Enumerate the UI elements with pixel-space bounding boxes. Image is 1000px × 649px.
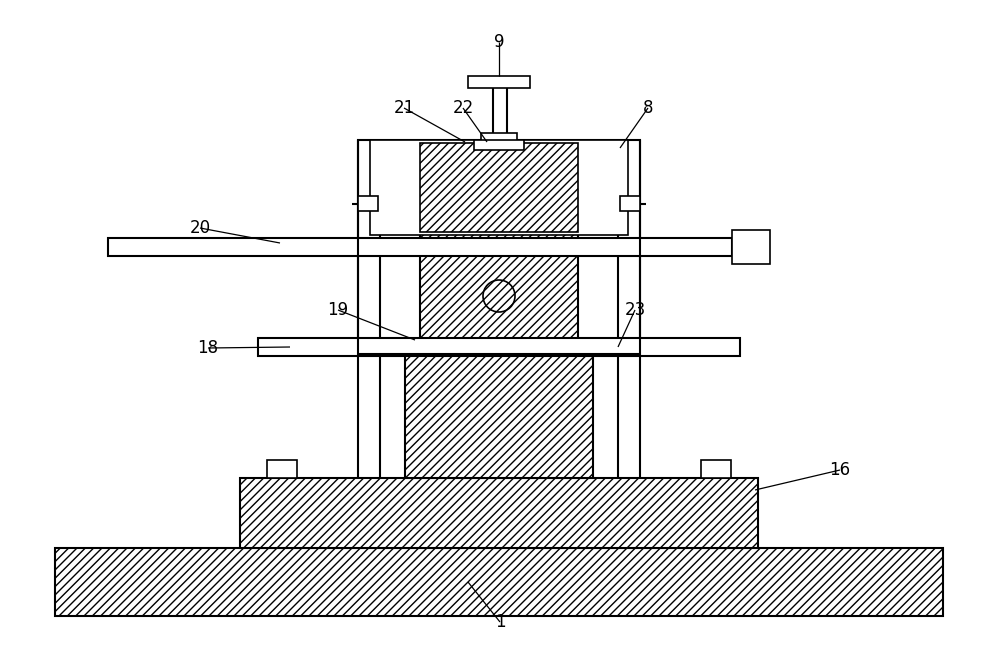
Bar xyxy=(370,140,628,235)
Bar xyxy=(358,196,378,211)
Bar xyxy=(468,76,530,88)
Text: 16: 16 xyxy=(829,461,851,479)
Bar xyxy=(108,238,732,256)
Text: 19: 19 xyxy=(327,301,349,319)
Bar xyxy=(258,338,740,356)
Bar xyxy=(405,340,593,478)
Text: 8: 8 xyxy=(643,99,653,117)
Bar xyxy=(267,460,297,478)
Text: 23: 23 xyxy=(624,301,646,319)
Bar xyxy=(240,478,758,548)
Text: 1: 1 xyxy=(495,613,505,631)
Bar xyxy=(358,140,640,354)
Text: 9: 9 xyxy=(494,33,504,51)
Bar xyxy=(55,548,943,616)
Bar xyxy=(732,230,770,264)
Text: 21: 21 xyxy=(393,99,415,117)
Text: 22: 22 xyxy=(452,99,474,117)
Bar xyxy=(701,460,731,478)
Text: 18: 18 xyxy=(197,339,219,357)
Bar xyxy=(420,185,578,340)
Bar xyxy=(620,196,640,211)
Bar xyxy=(420,143,578,232)
Bar xyxy=(474,140,524,150)
Bar xyxy=(481,133,517,149)
Text: 20: 20 xyxy=(189,219,211,237)
